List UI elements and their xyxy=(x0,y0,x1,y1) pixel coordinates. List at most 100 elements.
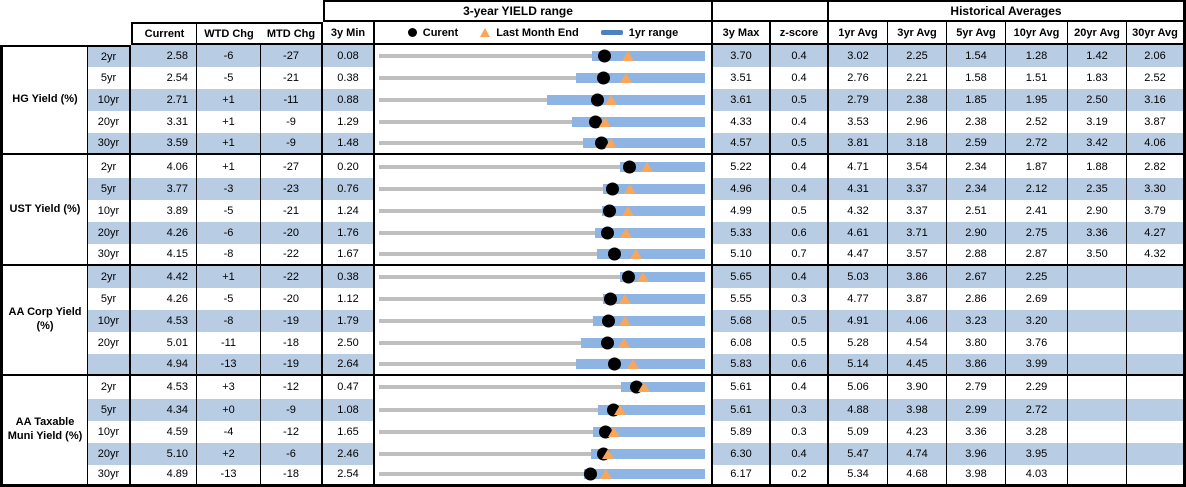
avg-value: 2.38 xyxy=(888,89,947,112)
avg-value: 3.87 xyxy=(1127,111,1186,134)
avg-value: 3.87 xyxy=(888,288,947,311)
tenor-label: 10yr xyxy=(88,310,131,333)
last-month-triangle xyxy=(619,73,632,84)
wtd-chg-column-header: WTD Chg xyxy=(197,22,261,45)
current-dot xyxy=(595,136,609,150)
wtd-chg-value: -5 xyxy=(197,288,261,311)
max-3y-value: 4.33 xyxy=(713,111,771,134)
max-3y-value: 5.68 xyxy=(713,310,771,333)
last-month-triangle xyxy=(599,117,612,128)
wtd-chg-value: +1 xyxy=(197,133,261,156)
avg-value: 3.30 xyxy=(1127,177,1186,200)
avg-value: 3.28 xyxy=(1006,420,1068,443)
range-bar-1yr xyxy=(596,248,705,259)
avg-value xyxy=(1068,288,1127,311)
zscore-value: 0.5 xyxy=(771,332,829,355)
range-chart xyxy=(375,376,713,399)
range-line-3y xyxy=(379,98,705,103)
range-line-3y xyxy=(379,429,705,434)
min-3y-value: 1.65 xyxy=(323,420,375,443)
zscore-value: 0.5 xyxy=(771,310,829,333)
group-label: AA Taxable Muni Yield (%) xyxy=(0,376,88,487)
min-3y-value: 0.38 xyxy=(323,265,375,289)
last-month-triangle xyxy=(627,359,640,370)
range-bar-1yr xyxy=(603,183,705,194)
mtd-chg-value: -18 xyxy=(261,464,323,487)
range-chart xyxy=(375,221,713,244)
avg-value: 2.79 xyxy=(829,89,888,112)
mtd-chg-value: -23 xyxy=(261,177,323,200)
avg-value: 3.20 xyxy=(1006,310,1068,333)
max-3y-value: 4.57 xyxy=(713,133,771,156)
avg-value: 3.02 xyxy=(829,45,888,68)
avg-value: 4.71 xyxy=(829,155,888,178)
current-value: 3.77 xyxy=(131,177,197,200)
avg-value: 3.19 xyxy=(1068,111,1127,134)
mtd-chg-value: -9 xyxy=(261,133,323,156)
mtd-chg-value: -12 xyxy=(261,420,323,443)
range-line-3y xyxy=(379,76,705,81)
max-3y-value: 6.17 xyxy=(713,464,771,487)
mtd-chg-value: -27 xyxy=(261,155,323,178)
avg-value xyxy=(1127,310,1186,333)
max-3y-value: 5.61 xyxy=(713,376,771,399)
avg-value: 5.47 xyxy=(829,442,888,465)
max-zscore-header-spacer xyxy=(713,0,829,22)
avg-value: 3.36 xyxy=(1068,221,1127,244)
range-bar-1yr xyxy=(603,294,705,305)
avg-value: 2.34 xyxy=(947,177,1006,200)
avg-10yr-column-header: 10yr Avg xyxy=(1006,22,1068,45)
avg-value: 2.79 xyxy=(947,376,1006,399)
wtd-chg-value: -6 xyxy=(197,221,261,244)
zscore-value: 0.4 xyxy=(771,376,829,399)
max-3y-value: 5.33 xyxy=(713,221,771,244)
avg-value: 4.27 xyxy=(1127,221,1186,244)
current-value: 3.31 xyxy=(131,111,197,134)
avg-value xyxy=(1127,420,1186,443)
avg-value xyxy=(1127,265,1186,289)
current-value: 4.26 xyxy=(131,221,197,244)
current-dot xyxy=(603,292,617,306)
mtd-chg-value: -12 xyxy=(261,376,323,399)
range-bar-1yr xyxy=(575,73,705,84)
current-dot xyxy=(597,49,611,63)
avg-value: 1.54 xyxy=(947,45,1006,68)
range-bar-1yr xyxy=(592,316,705,327)
range-line-3y xyxy=(379,319,705,324)
wtd-chg-value: +1 xyxy=(197,111,261,134)
avg-value: 4.03 xyxy=(1006,464,1068,487)
max-3y-value: 6.08 xyxy=(713,332,771,355)
wtd-chg-value: -11 xyxy=(197,332,261,355)
avg-value: 2.59 xyxy=(947,133,1006,156)
avg-value xyxy=(1127,442,1186,465)
min-3y-value: 0.88 xyxy=(323,89,375,112)
avg-value: 3.81 xyxy=(829,133,888,156)
current-dot xyxy=(597,71,611,85)
current-column-header: Current xyxy=(131,22,197,45)
range-bar-1yr xyxy=(592,426,705,437)
range-chart xyxy=(375,243,713,266)
zscore-column-header: z-score xyxy=(771,22,829,45)
min-3y-value: 2.50 xyxy=(323,332,375,355)
avg-value: 2.72 xyxy=(1006,398,1068,421)
legend-1yr-range-bar-icon xyxy=(600,30,623,35)
avg-value: 3.18 xyxy=(888,133,947,156)
legend-last-month-label: Last Month End xyxy=(496,26,579,39)
avg-value: 4.77 xyxy=(829,288,888,311)
range-chart xyxy=(375,332,713,355)
min-3y-value: 1.08 xyxy=(323,398,375,421)
mtd-chg-value: -19 xyxy=(261,310,323,333)
avg-value: 3.95 xyxy=(1006,442,1068,465)
avg-value: 3.37 xyxy=(888,199,947,222)
zscore-value: 0.3 xyxy=(771,398,829,421)
avg-value: 3.16 xyxy=(1127,89,1186,112)
avg-3yr-column-header: 3yr Avg xyxy=(888,22,947,45)
avg-value: 3.86 xyxy=(888,265,947,289)
max-3y-value: 4.99 xyxy=(713,199,771,222)
avg-value xyxy=(1068,464,1127,487)
avg-value: 2.25 xyxy=(1006,265,1068,289)
wtd-chg-value: -8 xyxy=(197,310,261,333)
current-value: 4.53 xyxy=(131,376,197,399)
tenor-label: 2yr xyxy=(88,155,131,178)
avg-value: 3.50 xyxy=(1068,243,1127,266)
